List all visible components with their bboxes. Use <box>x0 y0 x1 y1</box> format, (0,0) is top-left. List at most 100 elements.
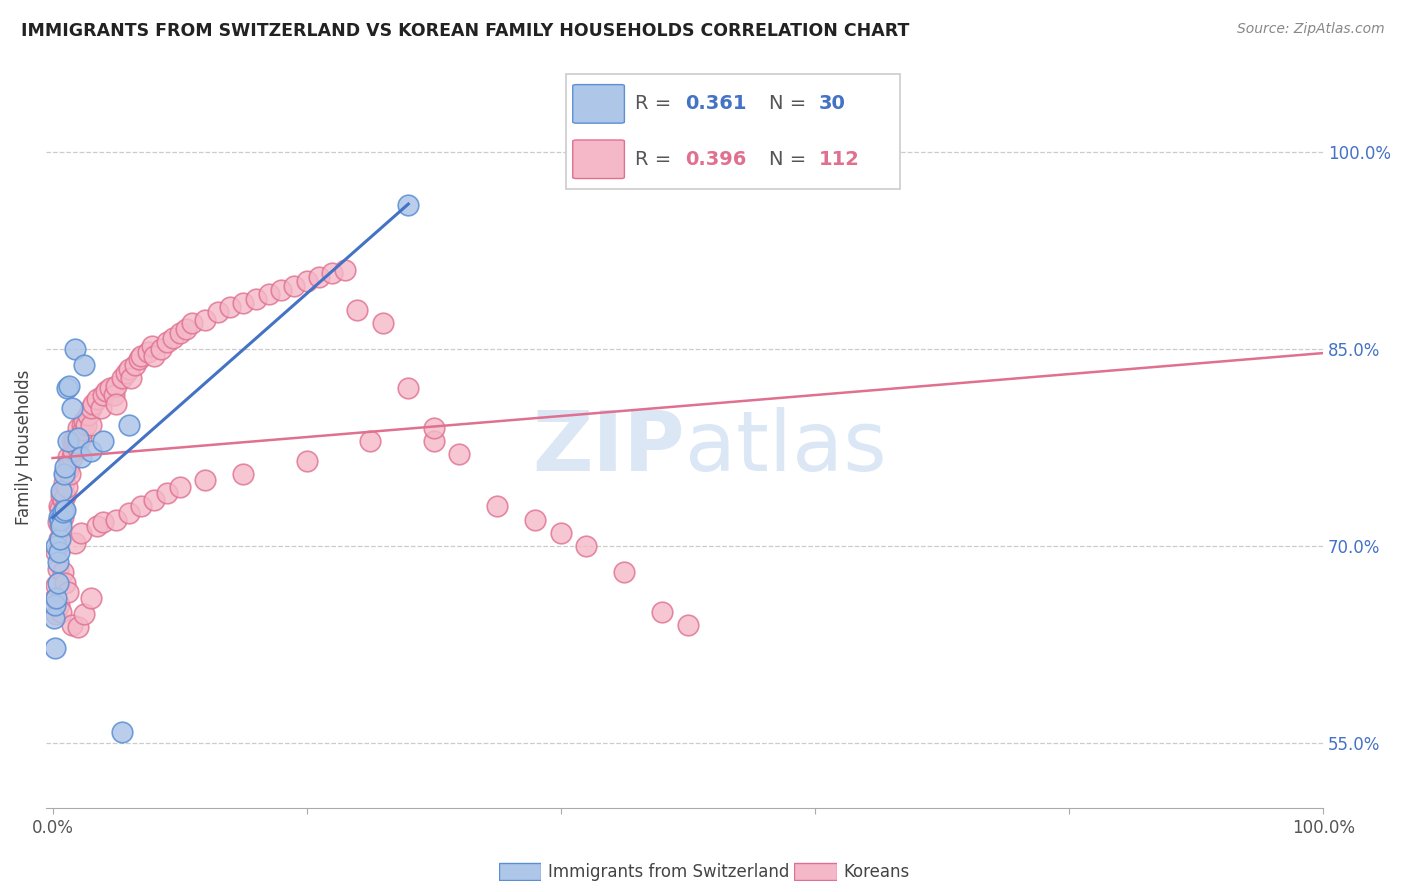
Point <box>69 525 91 540</box>
Point <box>86 392 108 406</box>
Point <box>524 513 547 527</box>
Point <box>118 361 141 376</box>
Point <box>174 322 197 336</box>
Point <box>136 344 159 359</box>
Point <box>120 371 142 385</box>
Text: Immigrants from Switzerland: Immigrants from Switzerland <box>548 863 790 881</box>
Point <box>143 349 166 363</box>
Point <box>82 397 104 411</box>
Point <box>66 420 89 434</box>
Point <box>359 434 381 448</box>
Point <box>48 545 70 559</box>
Point <box>295 274 318 288</box>
Text: 0.361: 0.361 <box>685 95 747 113</box>
Point <box>66 620 89 634</box>
FancyBboxPatch shape <box>572 140 624 178</box>
Point <box>422 434 444 448</box>
Point <box>52 565 75 579</box>
Point <box>52 510 75 524</box>
Point <box>53 467 76 481</box>
Point <box>79 418 101 433</box>
Point <box>55 480 77 494</box>
Text: N =: N = <box>769 95 813 113</box>
Point <box>79 401 101 415</box>
Text: N =: N = <box>769 150 813 169</box>
Point <box>56 584 79 599</box>
Point <box>42 611 65 625</box>
Point <box>295 453 318 467</box>
Point <box>63 436 86 450</box>
Point <box>245 292 267 306</box>
Point <box>105 513 128 527</box>
Point <box>118 506 141 520</box>
Point <box>98 381 121 395</box>
Point <box>46 562 69 576</box>
Point <box>60 450 83 464</box>
Point <box>141 339 163 353</box>
Point <box>111 725 134 739</box>
Point <box>207 305 229 319</box>
Point <box>73 414 96 428</box>
Point <box>48 598 70 612</box>
Point <box>59 467 82 481</box>
Point <box>128 352 150 367</box>
Point <box>93 388 115 402</box>
Point <box>58 378 80 392</box>
Point <box>69 450 91 464</box>
Point <box>77 408 100 422</box>
Point <box>69 431 91 445</box>
Point <box>105 378 128 392</box>
Point <box>613 565 636 579</box>
Point <box>283 279 305 293</box>
Point <box>53 575 76 590</box>
Point <box>156 335 179 350</box>
Point <box>48 500 70 514</box>
Point <box>194 313 217 327</box>
Point <box>65 536 87 550</box>
Text: Source: ZipAtlas.com: Source: ZipAtlas.com <box>1237 22 1385 37</box>
Text: 112: 112 <box>820 150 860 169</box>
Point <box>45 539 67 553</box>
Text: 0.396: 0.396 <box>685 150 747 169</box>
Point <box>46 515 69 529</box>
Point <box>371 316 394 330</box>
Point <box>44 598 66 612</box>
Point <box>51 519 73 533</box>
FancyBboxPatch shape <box>572 85 624 123</box>
Point <box>45 607 67 621</box>
Point <box>66 431 89 445</box>
Text: R =: R = <box>634 95 678 113</box>
Point <box>124 358 146 372</box>
Point <box>72 423 94 437</box>
Point <box>143 492 166 507</box>
Text: ZIP: ZIP <box>531 407 685 488</box>
Point <box>73 358 96 372</box>
Point <box>90 401 112 415</box>
Point <box>52 492 75 507</box>
Text: Koreans: Koreans <box>844 863 910 881</box>
Point <box>118 418 141 433</box>
Point <box>169 480 191 494</box>
Point <box>308 269 330 284</box>
Point <box>48 510 70 524</box>
Point <box>48 533 70 547</box>
Point <box>333 263 356 277</box>
Point <box>55 381 77 395</box>
Point <box>60 434 83 448</box>
Point <box>46 575 69 590</box>
Point <box>58 458 80 472</box>
Point <box>550 525 572 540</box>
Point <box>156 486 179 500</box>
Point <box>45 545 67 559</box>
Point <box>56 450 79 464</box>
Point <box>53 502 76 516</box>
Text: 30: 30 <box>820 95 846 113</box>
Point <box>70 418 93 433</box>
Point <box>232 467 254 481</box>
Point <box>53 467 76 481</box>
Point <box>60 401 83 415</box>
Y-axis label: Family Households: Family Households <box>15 369 32 525</box>
Point <box>44 641 66 656</box>
Point <box>194 473 217 487</box>
Point <box>232 296 254 310</box>
